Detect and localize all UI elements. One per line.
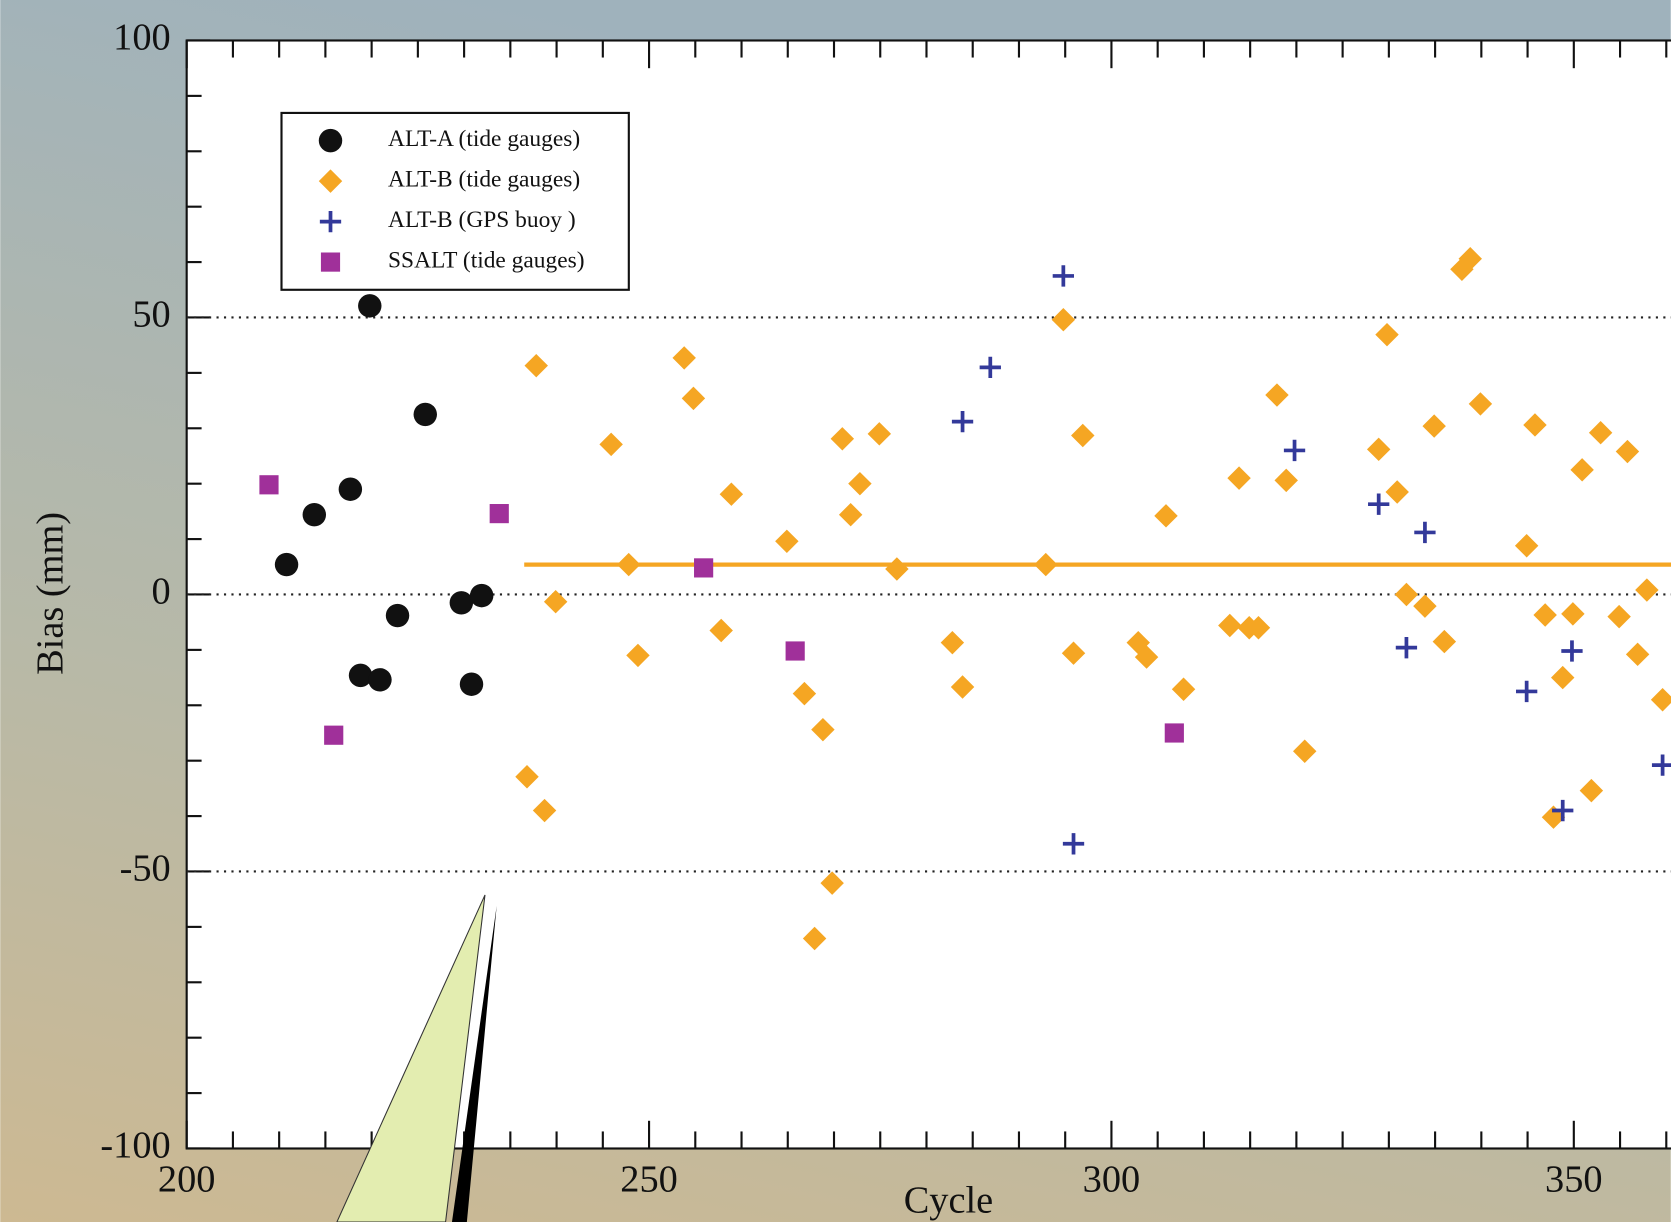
point xyxy=(786,641,805,660)
y-tick-label: 100 xyxy=(113,16,171,58)
point xyxy=(1165,723,1184,742)
legend-marker xyxy=(319,129,342,152)
x-tick-label: 200 xyxy=(158,1158,216,1200)
point xyxy=(450,591,473,614)
y-axis-label: Bias (mm) xyxy=(29,512,71,675)
legend-label: ALT-B (GPS buoy ) xyxy=(388,207,576,233)
y-tick-label: 50 xyxy=(132,293,170,335)
x-tick-label: 250 xyxy=(620,1158,678,1200)
point xyxy=(490,504,509,523)
point xyxy=(460,673,483,696)
point xyxy=(386,604,409,627)
point xyxy=(368,668,391,691)
legend-marker xyxy=(321,252,340,271)
point xyxy=(275,553,298,576)
point xyxy=(694,558,713,577)
point xyxy=(303,503,326,526)
y-tick-label: -50 xyxy=(120,847,171,889)
point xyxy=(339,478,362,501)
point xyxy=(259,475,278,494)
x-axis-label: Cycle xyxy=(904,1180,993,1222)
legend-label: ALT-A (tide gauges) xyxy=(388,126,580,152)
point xyxy=(324,726,343,745)
legend-label: SSALT (tide gauges) xyxy=(388,247,584,273)
chart: -100-50050100200250300350ALT-A (tide gau… xyxy=(0,0,1671,1222)
y-tick-label: 0 xyxy=(152,570,171,612)
legend: ALT-A (tide gauges) ALT-B (tide gauges) AL… xyxy=(281,113,628,290)
point xyxy=(349,664,372,687)
point xyxy=(414,403,437,426)
x-tick-label: 350 xyxy=(1545,1158,1603,1200)
page: {"chart_data": {"type": "scatter", "x_la… xyxy=(0,0,1671,1222)
legend-label: ALT-B (tide gauges) xyxy=(388,166,580,192)
x-tick-label: 300 xyxy=(1083,1158,1141,1200)
point xyxy=(358,294,381,317)
point xyxy=(470,584,493,607)
